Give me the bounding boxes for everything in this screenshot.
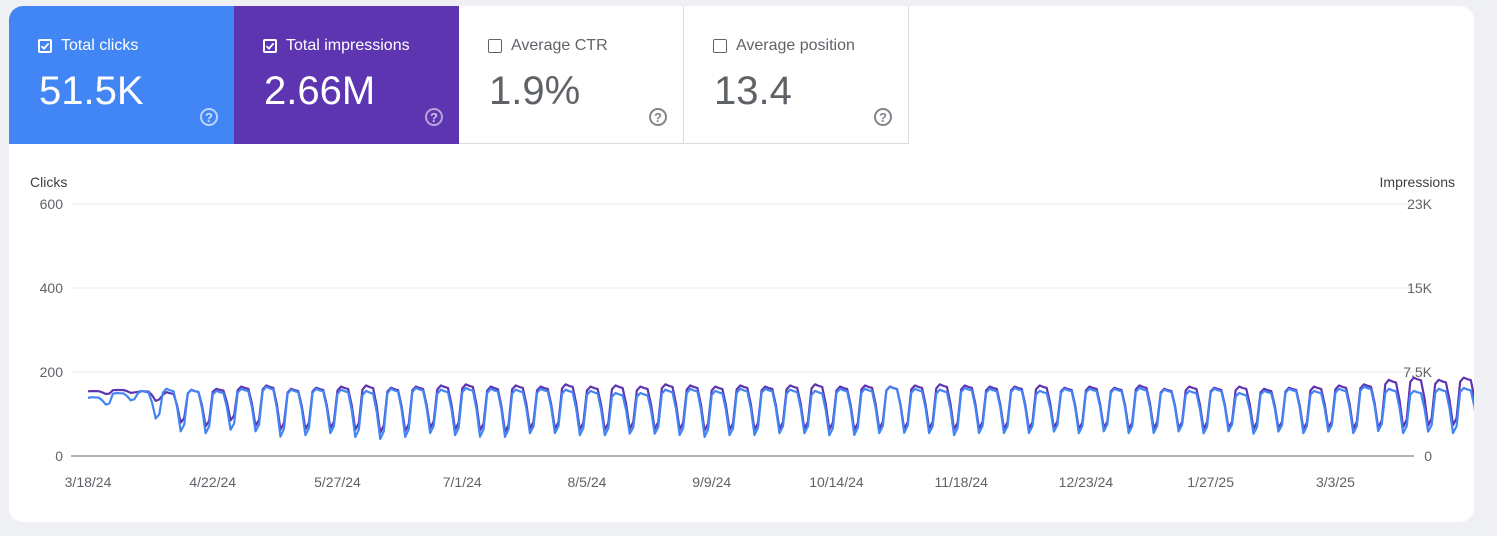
- y-tick-label-right: 23K: [1407, 196, 1433, 212]
- y-axis-right: 0 7.5K 15K 23K: [1403, 196, 1432, 464]
- average-position-card[interactable]: Average position 13.4 ?: [684, 6, 909, 144]
- x-tick-label: 4/22/24: [189, 474, 236, 490]
- x-tick-label: 10/14/24: [809, 474, 864, 490]
- total-clicks-value: 51.5K: [39, 69, 144, 113]
- y-tick-label-left: 600: [40, 196, 64, 212]
- average-ctr-value: 1.9%: [489, 69, 581, 113]
- total-clicks-checkbox[interactable]: [38, 39, 52, 53]
- average-ctr-card[interactable]: Average CTR 1.9% ?: [459, 6, 684, 144]
- performance-panel: Total clicks 51.5K ? Total impressions 2…: [9, 6, 1474, 522]
- x-tick-label: 5/27/24: [314, 474, 361, 490]
- x-tick-label: 3/3/25: [1316, 474, 1355, 490]
- help-icon[interactable]: ?: [425, 108, 443, 126]
- series-lines: [87, 376, 1474, 441]
- total-impressions-label: Total impressions: [286, 37, 410, 54]
- checkmark-icon: [40, 42, 50, 50]
- y-tick-label-right: 15K: [1407, 280, 1433, 296]
- x-tick-label: 8/5/24: [567, 474, 606, 490]
- metric-cards: Total clicks 51.5K ? Total impressions 2…: [9, 6, 909, 144]
- x-tick-label: 9/9/24: [692, 474, 731, 490]
- average-ctr-label: Average CTR: [511, 37, 608, 54]
- total-impressions-value: 2.66M: [264, 69, 376, 113]
- average-position-checkbox[interactable]: [713, 39, 727, 53]
- help-icon[interactable]: ?: [874, 108, 892, 126]
- checkmark-icon: [265, 42, 275, 50]
- x-axis: 3/18/24 4/22/24 5/27/24 7/1/24 8/5/24 9/9/24 1…: [65, 474, 1355, 490]
- y-tick-label-right: 7.5K: [1403, 364, 1432, 380]
- total-impressions-card[interactable]: Total impressions 2.66M ?: [234, 6, 459, 144]
- x-tick-label: 3/18/24: [65, 474, 112, 490]
- impressions-line: [87, 376, 1474, 434]
- total-clicks-card[interactable]: Total clicks 51.5K ?: [9, 6, 234, 144]
- x-tick-label: 1/27/25: [1187, 474, 1234, 490]
- clicks-line: [87, 385, 1474, 441]
- total-impressions-checkbox[interactable]: [263, 39, 277, 53]
- average-position-label: Average position: [736, 37, 855, 54]
- x-tick-label: 7/1/24: [443, 474, 482, 490]
- y-tick-label-right: 0: [1424, 448, 1432, 464]
- y-axis-title-left: Clicks: [30, 174, 67, 190]
- y-tick-label-left: 200: [40, 364, 64, 380]
- total-clicks-label: Total clicks: [61, 37, 139, 54]
- x-tick-label: 11/18/24: [934, 474, 988, 490]
- y-tick-label-left: 400: [40, 280, 64, 296]
- y-axis-left: 0 200 400 600: [40, 196, 64, 464]
- gridlines: [71, 203, 1414, 457]
- y-tick-label-left: 0: [55, 448, 63, 464]
- help-icon[interactable]: ?: [649, 108, 667, 126]
- help-icon[interactable]: ?: [200, 108, 218, 126]
- average-position-value: 13.4: [714, 69, 792, 113]
- performance-chart: Clicks Impressions 0 200 400 600 0 7.5K 15K 23…: [30, 174, 1474, 490]
- x-tick-label: 12/23/24: [1059, 474, 1114, 490]
- y-axis-title-right: Impressions: [1380, 174, 1455, 190]
- average-ctr-checkbox[interactable]: [488, 39, 502, 53]
